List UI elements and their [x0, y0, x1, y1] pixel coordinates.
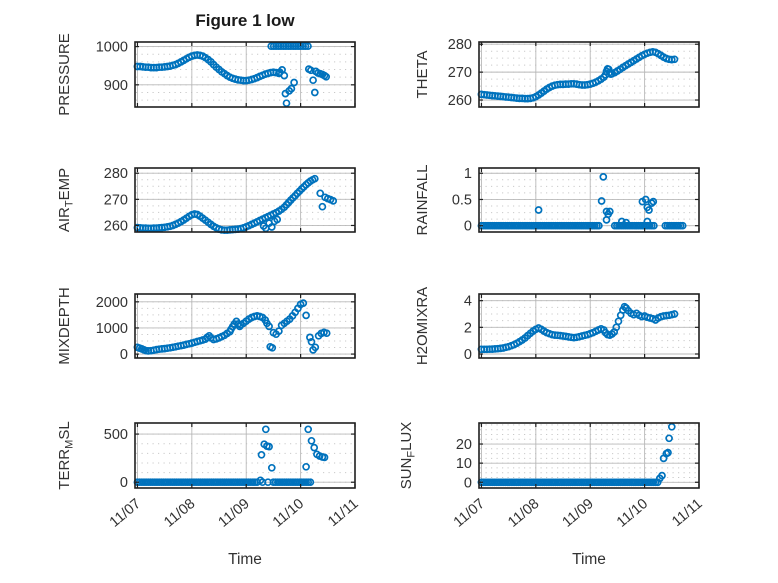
subplot-terrmsl: 0 500 11/07 11/08 11/09 11/10 11/11 TERRMSL: [56, 421, 362, 530]
x-tick-label: 11/11: [325, 496, 361, 530]
series-airtemp: [133, 174, 338, 235]
y-tick-label: 900: [104, 78, 128, 94]
y-tick-label: 0: [120, 475, 128, 491]
subplot-mixdepth: 0 1000 2000 MIXDEPTH: [56, 287, 356, 365]
subplot-h2omixra: 0 2 4 H2OMIXRA: [414, 287, 700, 365]
y-axis-label-mixdepth: MIXDEPTH: [56, 287, 73, 365]
x-tick-label: 11/07: [107, 496, 144, 531]
figure-title: Figure 1 low: [195, 11, 295, 30]
subplot-airtemp: 260 270 280 AIRTEMP: [56, 166, 356, 235]
x-tick-label: 11/08: [161, 496, 198, 531]
series-h2omixra: [477, 302, 679, 354]
series-rainfall: [477, 173, 687, 230]
axes-box: [478, 41, 700, 108]
series-mixdepth: [133, 299, 331, 355]
x-tick-label: 11/11: [669, 496, 705, 530]
y-tick-label: 2000: [96, 295, 128, 311]
subplot-theta: 260 270 280 THETA: [414, 37, 700, 109]
y-axis-label-airtemp: AIRTEMP: [56, 168, 76, 232]
y-tick-label: 2: [464, 320, 472, 336]
y-axis-label-h2omixra: H2OMIXRA: [414, 287, 431, 365]
y-tick-label: 0: [120, 347, 128, 363]
y-tick-label: 10: [456, 456, 472, 472]
series-sunflux: [477, 422, 676, 487]
y-axis-label-rainfall: RAINFALL: [414, 165, 431, 236]
subplot-sunflux: 0 10 20 11/07 11/08 11/09 11/10 11/11 SUNFLUX: [398, 422, 706, 531]
y-tick-label: 270: [448, 65, 472, 81]
y-tick-label: 20: [456, 437, 472, 453]
y-tick-label: 0.5: [452, 192, 472, 208]
y-tick-label: 1: [464, 166, 472, 182]
series-terrmsl: [133, 425, 329, 487]
x-tick-label: 11/10: [270, 496, 307, 531]
y-axis-label-sunflux: SUNFLUX: [398, 422, 418, 490]
y-tick-label: 0: [464, 347, 472, 363]
axes-box: [478, 293, 700, 359]
axes-box: [134, 41, 356, 108]
x-tick-label: 11/07: [451, 496, 488, 531]
y-tick-label: 270: [104, 192, 128, 208]
y-tick-label: 4: [464, 294, 472, 310]
y-axis-label-theta: THETA: [414, 50, 431, 98]
x-tick-label: 11/10: [614, 496, 651, 531]
y-tick-label: 1000: [96, 40, 128, 56]
y-tick-label: 280: [104, 166, 128, 182]
axes-box: [134, 167, 356, 233]
x-tick-label: 11/08: [505, 496, 542, 531]
y-tick-label: 260: [104, 218, 128, 234]
y-axis-label-terrmsl: TERRMSL: [56, 421, 76, 489]
y-tick-label: 0: [464, 475, 472, 491]
y-axis-label-pressure: PRESSURE: [56, 33, 73, 116]
x-axis-label-right: Time: [572, 551, 606, 568]
y-tick-label: 500: [104, 427, 128, 443]
x-tick-label: 11/09: [216, 496, 253, 531]
subplot-rainfall: 0 0.5 1 RAINFALL: [414, 165, 700, 236]
series-pressure: [133, 42, 331, 108]
axes-box: [134, 293, 356, 359]
x-tick-label: 11/09: [560, 496, 597, 531]
series-theta: [477, 47, 679, 103]
y-tick-label: 1000: [96, 321, 128, 337]
axes-box: [478, 422, 700, 489]
y-tick-label: 280: [448, 37, 472, 53]
y-tick-label: 0: [464, 219, 472, 235]
axes-box: [134, 422, 356, 489]
subplot-pressure: 900 1000 PRESSURE: [56, 33, 356, 116]
y-tick-label: 260: [448, 93, 472, 109]
x-axis-label-left: Time: [228, 551, 262, 568]
